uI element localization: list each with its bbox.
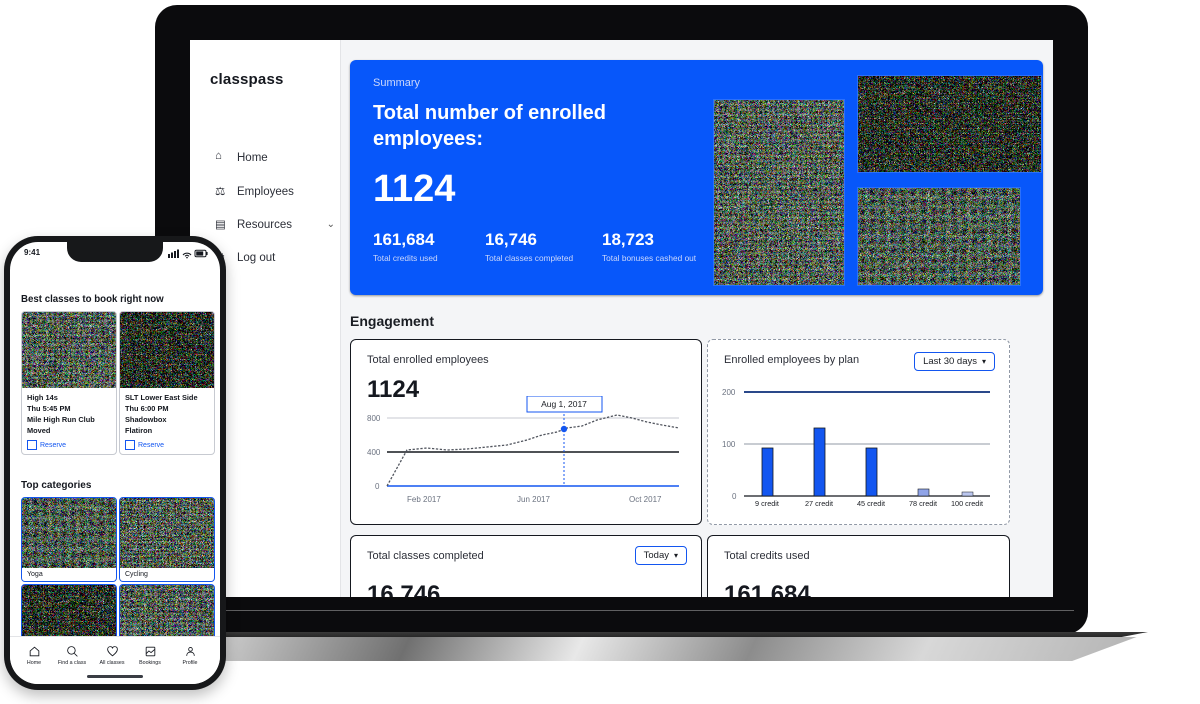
svg-text:Oct 2017: Oct 2017 — [629, 495, 662, 504]
svg-text:78 credit: 78 credit — [909, 499, 937, 508]
svg-text:100 credit: 100 credit — [951, 499, 983, 508]
svg-text:45 credit: 45 credit — [857, 499, 885, 508]
svg-text:0: 0 — [732, 492, 737, 501]
svg-text:200: 200 — [722, 388, 736, 397]
svg-text:400: 400 — [367, 448, 381, 457]
svg-text:0: 0 — [375, 482, 380, 491]
svg-text:27 credit: 27 credit — [805, 499, 833, 508]
svg-text:Aug 1, 2017: Aug 1, 2017 — [541, 399, 587, 409]
svg-text:9 credit: 9 credit — [755, 499, 779, 508]
svg-text:Feb 2017: Feb 2017 — [407, 495, 441, 504]
svg-text:100: 100 — [722, 440, 736, 449]
svg-text:800: 800 — [367, 414, 381, 423]
svg-text:Jun 2017: Jun 2017 — [517, 495, 550, 504]
